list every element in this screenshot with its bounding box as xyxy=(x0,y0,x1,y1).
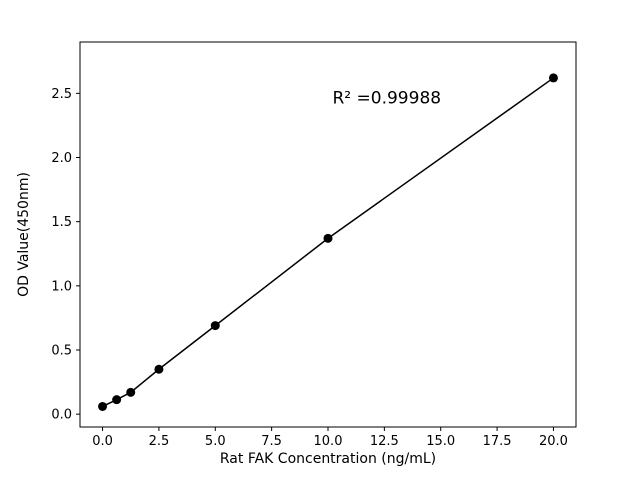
y-tick-label: 0.5 xyxy=(51,344,72,359)
x-tick-label: 20.0 xyxy=(539,434,568,449)
data-point xyxy=(548,73,558,83)
x-tick-label: 12.5 xyxy=(370,434,399,449)
x-tick-label: 7.5 xyxy=(261,434,282,449)
y-tick-label: 1.5 xyxy=(51,215,72,230)
y-tick-label: 1.0 xyxy=(51,279,72,294)
y-axis-label: OD Value(450nm) xyxy=(16,172,32,297)
data-point xyxy=(154,364,164,374)
r-squared-annotation: R² =0.99988 xyxy=(333,89,442,109)
x-tick-label: 2.5 xyxy=(149,434,170,449)
data-point xyxy=(323,233,333,243)
x-tick-label: 15.0 xyxy=(426,434,455,449)
data-point xyxy=(210,321,220,331)
data-point xyxy=(112,395,122,405)
data-point xyxy=(126,387,136,397)
y-tick-label: 2.0 xyxy=(51,151,72,166)
x-tick-label: 5.0 xyxy=(205,434,226,449)
x-tick-label: 10.0 xyxy=(314,434,343,449)
x-tick-label: 17.5 xyxy=(483,434,512,449)
x-axis-label: Rat FAK Concentration (ng/mL) xyxy=(220,451,436,467)
data-point xyxy=(98,401,108,411)
y-tick-label: 0.0 xyxy=(51,408,72,423)
x-tick-label: 0.0 xyxy=(92,434,113,449)
y-tick-label: 2.5 xyxy=(51,87,72,102)
